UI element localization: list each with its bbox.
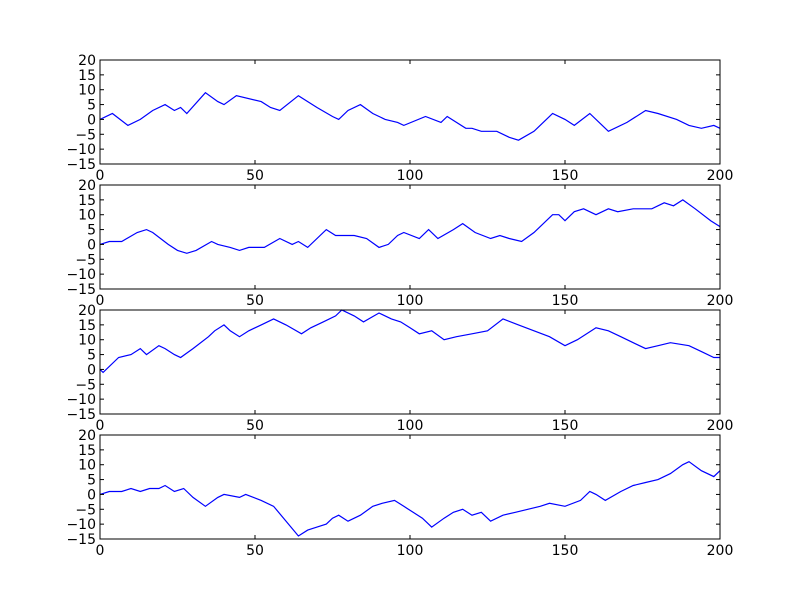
axes-frame xyxy=(99,309,721,415)
y-tick-label: −10 xyxy=(66,517,96,533)
x-tick-label: 50 xyxy=(246,168,264,184)
axes-frame xyxy=(99,59,721,165)
x-tick-label: 50 xyxy=(246,543,264,559)
x-tick-label: 0 xyxy=(96,418,105,434)
y-tick-label: 10 xyxy=(78,458,96,474)
x-tick-label: 200 xyxy=(707,418,734,434)
x-tick-label: 0 xyxy=(96,293,105,309)
y-tick-label: 20 xyxy=(78,178,96,194)
x-tick-label: 150 xyxy=(552,293,579,309)
y-tick-label: 15 xyxy=(78,68,96,84)
x-tick-label: 100 xyxy=(397,418,424,434)
x-tick-label: 150 xyxy=(552,543,579,559)
y-tick-label: 5 xyxy=(87,473,96,489)
x-tick-label: 200 xyxy=(707,543,734,559)
axes-frame xyxy=(99,434,721,540)
y-tick-label: −5 xyxy=(75,502,96,518)
series-line-4 xyxy=(99,461,721,537)
y-tick-label: 5 xyxy=(87,223,96,239)
y-tick-label: −15 xyxy=(66,532,96,548)
y-tick-label: 20 xyxy=(78,428,96,444)
y-tick-label: 15 xyxy=(78,193,96,209)
series-line-3 xyxy=(99,309,720,374)
y-tick-label: 0 xyxy=(87,112,96,128)
series-line-2 xyxy=(99,199,721,254)
y-tick-label: −15 xyxy=(66,282,96,298)
y-tick-label: 5 xyxy=(87,98,96,114)
y-tick-label: 20 xyxy=(78,53,96,69)
x-tick-label: 100 xyxy=(397,168,424,184)
y-tick-label: −10 xyxy=(66,392,96,408)
x-tick-label: 150 xyxy=(552,418,579,434)
x-tick-label: 50 xyxy=(246,418,264,434)
y-tick-label: −5 xyxy=(75,252,96,268)
y-tick-label: 20 xyxy=(78,303,96,319)
y-tick-label: 15 xyxy=(78,318,96,334)
y-tick-label: 15 xyxy=(78,443,96,459)
y-tick-label: 10 xyxy=(78,83,96,99)
y-tick-label: 0 xyxy=(87,362,96,378)
x-tick-label: 0 xyxy=(96,543,105,559)
y-tick-label: −5 xyxy=(75,127,96,143)
y-tick-label: −10 xyxy=(66,142,96,158)
y-tick-label: 5 xyxy=(87,348,96,364)
x-tick-label: 100 xyxy=(397,543,424,559)
y-tick-label: −5 xyxy=(75,377,96,393)
x-tick-label: 200 xyxy=(707,293,734,309)
y-tick-label: −15 xyxy=(66,157,96,173)
y-tick-label: 0 xyxy=(87,487,96,503)
y-tick-label: 10 xyxy=(78,333,96,349)
y-tick-label: 10 xyxy=(78,208,96,224)
y-tick-label: −15 xyxy=(66,407,96,423)
axes-frame xyxy=(99,184,721,290)
y-tick-label: −10 xyxy=(66,267,96,283)
series-line-1 xyxy=(99,91,721,141)
y-tick-label: 0 xyxy=(87,237,96,253)
x-tick-label: 0 xyxy=(96,168,105,184)
x-tick-label: 50 xyxy=(246,293,264,309)
x-tick-label: 100 xyxy=(397,293,424,309)
x-tick-label: 150 xyxy=(552,168,579,184)
x-tick-label: 200 xyxy=(707,168,734,184)
